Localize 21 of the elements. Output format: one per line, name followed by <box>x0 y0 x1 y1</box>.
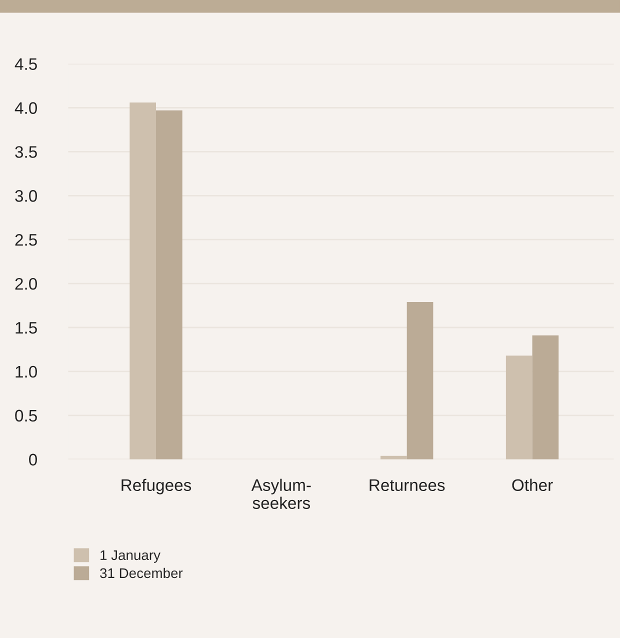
y-tick-label: 2.0 <box>15 278 37 290</box>
y-tick-label: 3.0 <box>15 190 37 202</box>
y-tick-label: 4.5 <box>14 58 37 70</box>
y-tick-label: 0.5 <box>15 410 37 422</box>
x-tick-label: Returnees <box>370 479 445 492</box>
legend-label: 31 December <box>100 568 183 578</box>
bar <box>406 302 434 460</box>
legend-label: 1 January <box>100 550 160 563</box>
x-tick-label: Other <box>512 478 553 492</box>
y-tick-label: 2.5 <box>15 234 37 246</box>
y-tick-label: 4.0 <box>14 102 37 114</box>
y-tick-label: 0 <box>29 454 37 466</box>
bar <box>532 335 559 460</box>
bar <box>506 356 532 460</box>
bar <box>130 102 156 460</box>
x-tick-label: Asylum- seekers <box>251 478 311 509</box>
x-tick-label: Refugees <box>122 478 192 494</box>
y-tick-label: 3.5 <box>15 146 37 158</box>
bar <box>156 110 182 460</box>
y-tick-label: 1.5 <box>16 322 37 334</box>
y-tick-label: 1.0 <box>16 366 37 378</box>
